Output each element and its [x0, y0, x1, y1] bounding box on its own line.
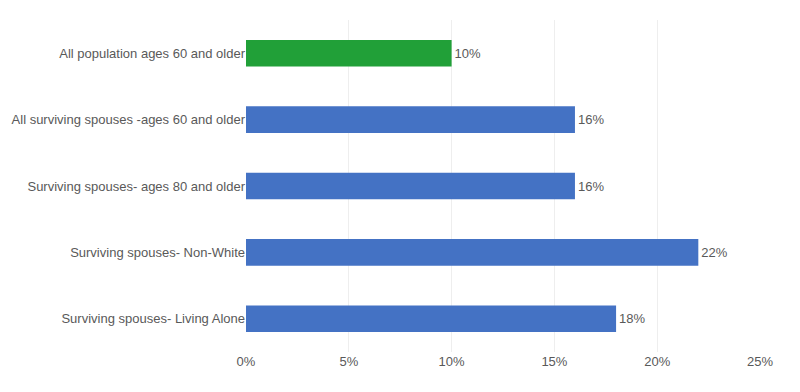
svg-text:25%: 25% [747, 354, 773, 369]
svg-text:18%: 18% [619, 311, 645, 326]
svg-text:10%: 10% [439, 354, 465, 369]
svg-text:16%: 16% [578, 112, 604, 127]
svg-text:Surviving spouses- Non-White: Surviving spouses- Non-White [70, 245, 245, 260]
svg-text:20%: 20% [644, 354, 670, 369]
svg-text:Surviving spouses- Living Alon: Surviving spouses- Living Alone [61, 311, 245, 326]
svg-text:5%: 5% [339, 354, 358, 369]
svg-text:10%: 10% [455, 46, 481, 61]
svg-text:16%: 16% [578, 179, 604, 194]
svg-text:All population ages 60 and old: All population ages 60 and older [59, 46, 245, 61]
svg-text:15%: 15% [541, 354, 567, 369]
svg-text:All surviving spouses -ages 60: All surviving spouses -ages 60 and older [12, 112, 246, 127]
svg-text:Surviving spouses- ages 80 and: Surviving spouses- ages 80 and older [27, 179, 245, 194]
svg-text:22%: 22% [701, 245, 727, 260]
svg-text:0%: 0% [237, 354, 256, 369]
